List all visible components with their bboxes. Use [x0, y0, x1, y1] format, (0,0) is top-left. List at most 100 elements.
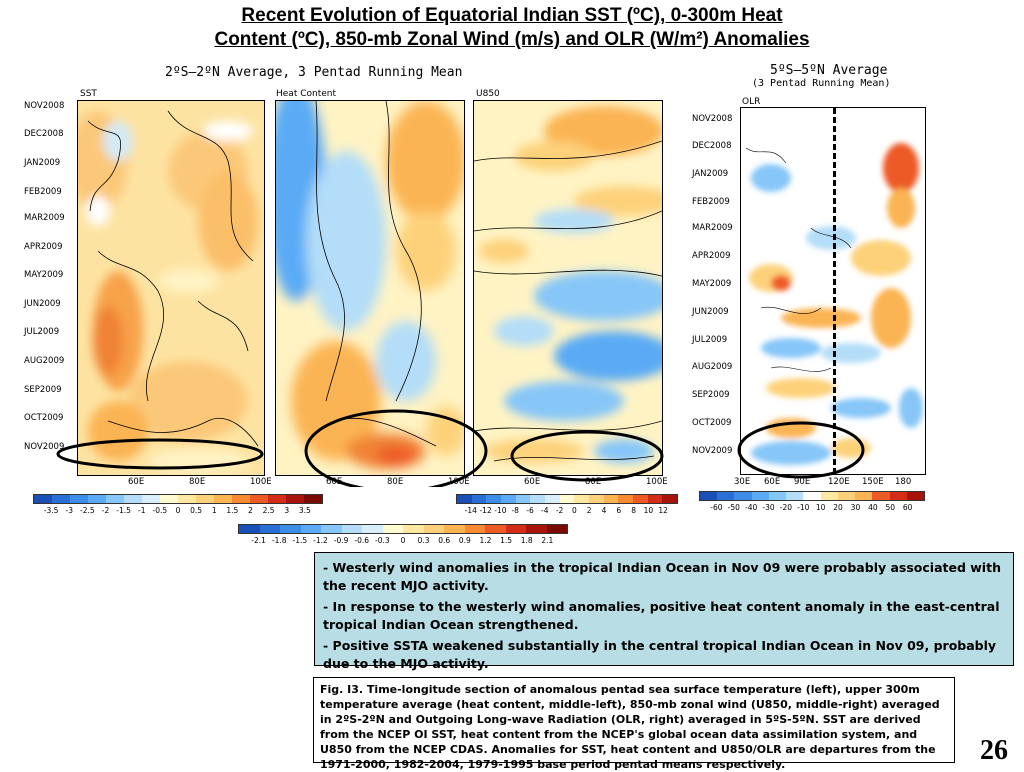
y-tick-label: JUL2009: [24, 327, 60, 337]
u850-x-tick: 100E: [646, 477, 668, 487]
colorbar-label: -3: [65, 506, 73, 515]
y-tick-label: DEC2008: [692, 141, 732, 151]
colorbar-label: -2.5: [80, 506, 95, 515]
colorbar-swatch: [855, 492, 873, 500]
colorbar-swatch: [106, 495, 124, 503]
colorbar-label: 0.5: [190, 506, 203, 515]
colorbar-swatch: [232, 495, 250, 503]
y-tick-label: SEP2009: [24, 385, 62, 395]
colorbar-label: -20: [779, 503, 793, 512]
colorbar-label: 20: [833, 503, 843, 512]
right-group-header: 5ºS–5ºN Average: [770, 63, 888, 78]
colorbar-label: 3.5: [298, 506, 311, 515]
y-tick-label: MAY2009: [24, 270, 64, 280]
u850-x-tick: 60E: [524, 477, 541, 487]
colorbar-swatch: [341, 525, 362, 533]
colorbar-label: -0.9: [333, 536, 349, 545]
summary-bullet: - In response to the westerly wind anoma…: [323, 599, 1000, 632]
olr-x-tick: 120E: [828, 477, 850, 487]
olr-x-tick: 30E: [734, 477, 751, 487]
colorbar-swatch: [196, 495, 214, 503]
colorbar-swatch: [501, 495, 516, 503]
colorbar-label: 0.6: [438, 536, 451, 545]
y-tick-label: NOV2009: [24, 442, 65, 452]
left-group-header: 2ºS–2ºN Average, 3 Pentad Running Mean: [165, 65, 463, 80]
colorbar-swatch: [872, 492, 890, 500]
colorbar-swatch: [751, 492, 769, 500]
olr-highlight-ellipse-wrap: [737, 421, 865, 479]
y-tick-label: NOV2009: [692, 446, 733, 456]
colorbar-swatch: [178, 495, 196, 503]
colorbar-swatch: [603, 495, 619, 503]
summary-bullet: - Westerly wind anomalies in the tropica…: [323, 560, 1001, 593]
colorbar-swatch: [515, 495, 531, 503]
colorbar-swatch: [280, 525, 301, 533]
colorbar-swatch: [485, 525, 506, 533]
colorbar-label: -1.5: [116, 506, 131, 515]
y-tick-label: MAY2009: [692, 279, 732, 289]
olr-panel: [740, 107, 926, 475]
colorbar-label: -2: [555, 506, 564, 515]
colorbar-label: -0.3: [375, 536, 390, 545]
colorbar-label: 10: [643, 506, 654, 515]
colorbar-label: -14: [464, 506, 477, 515]
colorbar-label: 12: [658, 506, 668, 515]
colorbar-label: -2.1: [251, 536, 266, 545]
y-tick-label: OCT2009: [24, 413, 64, 423]
colorbar-swatch: [837, 492, 856, 500]
heat-colorbar-swatches: [238, 524, 568, 534]
colorbar-swatch: [546, 525, 567, 533]
colorbar-swatch: [906, 492, 925, 500]
highlight-ellipses: [56, 409, 664, 487]
colorbar-swatch: [300, 525, 321, 533]
colorbar-swatch: [124, 495, 142, 503]
y-tick-label: AUG2009: [692, 362, 733, 372]
colorbar-swatch: [505, 525, 526, 533]
y-tick-label: NOV2008: [24, 101, 65, 111]
sst-colorbar-labels: -3.5 -3 -2.5 -2 -1.5 -1 -0.5 0 0.5 1 1.5 2 2.5 3 3.5: [33, 506, 323, 516]
colorbar-swatch: [526, 525, 547, 533]
sst-x-tick: 100E: [250, 477, 272, 487]
heat-x-tick: 80E: [387, 477, 404, 487]
summary-bullets-box: - Westerly wind anomalies in the tropica…: [314, 552, 1014, 671]
u850-field: [474, 101, 662, 475]
u850-colorbar-labels: -14 -12 -10 -8 -6 -4 -2 0 2 4 6 8 10 12: [456, 506, 678, 516]
colorbar-swatch: [444, 525, 465, 533]
colorbar-label: -40: [745, 503, 758, 512]
colorbar-label: -10: [797, 503, 810, 512]
heat-x-tick: 60E: [326, 477, 343, 487]
colorbar-label: 2.1: [541, 536, 554, 545]
heat-panel-label: Heat Content: [276, 89, 337, 99]
page-number: 26: [980, 735, 1008, 766]
u850-colorbar-swatches: [456, 494, 678, 504]
colorbar-swatch: [786, 492, 804, 500]
colorbar-swatch: [633, 495, 648, 503]
colorbar-swatch: [88, 495, 106, 503]
colorbar-swatch: [239, 525, 260, 533]
colorbar-label: -1.5: [292, 536, 308, 545]
colorbar-label: -30: [762, 503, 775, 512]
colorbar-label: -3.5: [43, 506, 59, 515]
colorbar-swatch: [142, 495, 160, 503]
y-tick-label: JUL2009: [692, 335, 728, 345]
y-tick-label: FEB2009: [24, 187, 62, 197]
olr-x-tick: 60E: [764, 477, 781, 487]
u850-x-tick: 80E: [585, 477, 602, 487]
olr-x-tick: 150E: [862, 477, 884, 487]
colorbar-label: -12: [479, 506, 492, 515]
right-group-subheader: (3 Pentad Running Mean): [752, 78, 891, 89]
colorbar-swatch: [559, 495, 575, 503]
colorbar-swatch: [889, 492, 907, 500]
colorbar-swatch: [530, 495, 546, 503]
y-tick-label: DEC2008: [24, 129, 64, 139]
colorbar-label: -1.8: [271, 536, 287, 545]
y-tick-label: JAN2009: [24, 158, 61, 168]
olr-colorbar-swatches: [699, 491, 925, 501]
colorbar-swatch: [286, 495, 304, 503]
colorbar-label: 8: [631, 506, 636, 515]
colorbar-label: -6: [526, 506, 534, 515]
colorbar-swatch: [545, 495, 560, 503]
y-tick-label: JUN2009: [24, 299, 61, 309]
heat-colorbar-labels: -2.1 -1.8 -1.5 -1.2 -0.9 -0.6 -0.3 0 0.3 0.6 0.9 1.…: [238, 536, 568, 546]
colorbar-swatch: [362, 525, 383, 533]
